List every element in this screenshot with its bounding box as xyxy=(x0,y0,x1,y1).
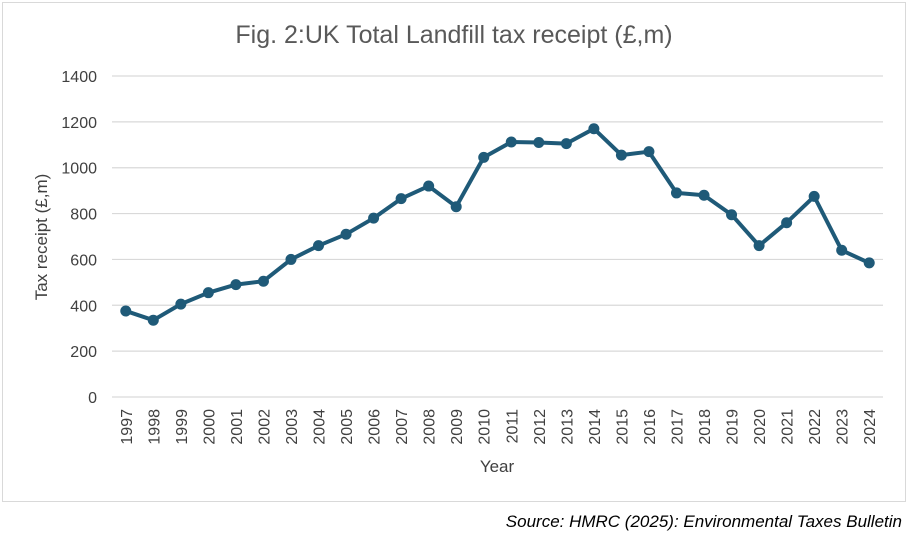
data-point xyxy=(726,209,738,221)
data-point xyxy=(368,212,380,224)
y-tick-label: 1000 xyxy=(61,161,97,178)
data-point xyxy=(202,287,214,299)
line-chart: Fig. 2:UK Total Landfill tax receipt (£,… xyxy=(32,21,883,476)
y-tick-label: 600 xyxy=(70,252,97,269)
data-point xyxy=(505,136,517,148)
y-tick-label: 800 xyxy=(70,207,97,224)
data-point xyxy=(560,138,572,150)
x-tick-label: 2010 xyxy=(477,409,494,445)
x-tick-label: 2018 xyxy=(697,409,714,445)
data-point xyxy=(450,201,462,213)
y-tick-label: 400 xyxy=(70,298,97,315)
data-point xyxy=(698,189,710,201)
x-tick-label: 2020 xyxy=(752,409,769,445)
chart-frame xyxy=(2,2,906,502)
source-note: Source: HMRC (2025): Environmental Taxes… xyxy=(505,512,902,531)
x-tick-label: 2022 xyxy=(807,409,824,445)
y-axis-label: Tax receipt (£,m) xyxy=(32,174,51,301)
data-point xyxy=(395,193,407,205)
x-tick-label: 2012 xyxy=(532,409,549,445)
x-tick-label: 2023 xyxy=(835,409,852,445)
data-point xyxy=(615,149,627,161)
x-tick-label: 1997 xyxy=(119,409,136,445)
x-tick-label: 2003 xyxy=(284,409,301,445)
x-tick-label: 2014 xyxy=(587,409,604,445)
x-tick-label: 2021 xyxy=(780,409,797,445)
data-point xyxy=(285,253,297,265)
x-tick-label: 2011 xyxy=(504,409,521,444)
chart-title: Fig. 2:UK Total Landfill tax receipt (£,… xyxy=(235,21,672,49)
x-tick-label: 2016 xyxy=(642,409,659,445)
x-tick-label: 2024 xyxy=(862,409,879,445)
data-point xyxy=(808,190,820,202)
data-point xyxy=(863,257,875,269)
x-tick-label: 2015 xyxy=(614,409,631,445)
x-tick-label: 2013 xyxy=(559,409,576,445)
gridlines xyxy=(112,75,883,398)
y-tick-label: 1400 xyxy=(61,69,97,86)
data-point xyxy=(147,314,159,326)
data-point xyxy=(478,151,490,163)
y-tick-label: 0 xyxy=(88,390,97,407)
data-point xyxy=(340,228,352,240)
x-axis-label: Year xyxy=(480,457,515,476)
data-point xyxy=(781,217,793,229)
data-point xyxy=(175,298,187,310)
x-tick-label: 2007 xyxy=(394,409,411,445)
x-axis-ticks: 1997 1998 1999 2000 2001 2002 2003 2004 2005 2006… xyxy=(119,409,879,445)
x-tick-label: 2008 xyxy=(422,409,439,445)
data-point xyxy=(588,123,600,135)
y-tick-label: 200 xyxy=(70,344,97,361)
data-point xyxy=(257,275,269,287)
data-point xyxy=(753,240,765,252)
x-tick-label: 2001 xyxy=(229,409,246,445)
x-tick-label: 2017 xyxy=(669,409,686,445)
series-line xyxy=(123,126,872,323)
x-tick-label: 2019 xyxy=(725,409,742,445)
data-point xyxy=(313,240,325,252)
data-point xyxy=(836,244,848,256)
data-point xyxy=(533,136,545,148)
x-tick-label: 2002 xyxy=(256,409,273,445)
data-point xyxy=(230,279,242,291)
series-layer xyxy=(120,123,875,326)
x-tick-label: 2006 xyxy=(367,409,384,445)
data-point xyxy=(670,187,682,199)
data-point xyxy=(643,146,655,158)
x-tick-label: 2004 xyxy=(312,409,329,445)
x-tick-label: 1998 xyxy=(146,409,163,445)
y-axis-ticks: 0 200 400 600 800 1000 1200 1400 xyxy=(61,69,97,407)
x-tick-label: 1999 xyxy=(174,409,191,445)
x-tick-label: 2009 xyxy=(449,409,466,445)
data-point xyxy=(423,180,435,192)
x-tick-label: 2005 xyxy=(339,409,356,445)
y-tick-label: 1200 xyxy=(61,115,97,132)
data-point xyxy=(120,305,132,317)
x-tick-label: 2000 xyxy=(201,409,218,445)
